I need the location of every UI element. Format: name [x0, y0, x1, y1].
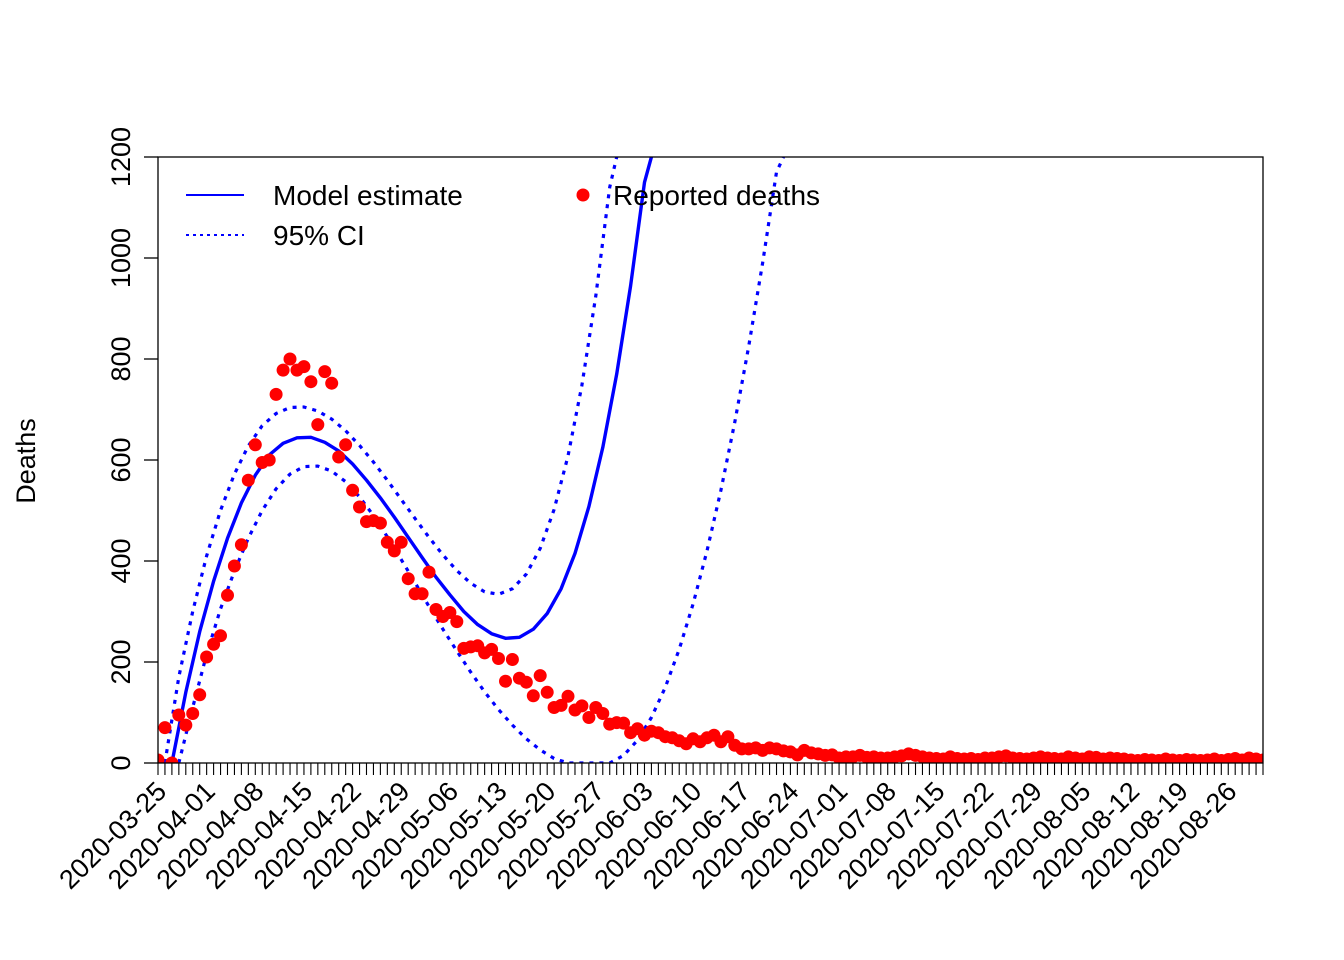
y-tick-label: 800: [106, 336, 136, 381]
reported-death-point: [165, 756, 179, 763]
y-tick-label: 400: [106, 538, 136, 583]
x-axis: 2020-03-252020-04-012020-04-082020-04-15…: [53, 763, 1264, 895]
reported-death-point: [380, 535, 394, 549]
reported-death-point: [172, 708, 186, 722]
legend-label: Reported deaths: [613, 180, 820, 211]
reported-death-point: [332, 450, 346, 464]
reported-death-point: [269, 387, 283, 401]
reported-death-point: [297, 360, 311, 374]
reported-death-point: [353, 500, 366, 514]
series-layer: [158, 157, 1263, 763]
legend-label: Model estimate: [273, 180, 463, 211]
reported-death-point: [283, 352, 297, 366]
reported-death-point: [450, 615, 464, 629]
reported-death-point: [1256, 753, 1263, 763]
reported-death-point: [575, 699, 589, 713]
reported-death-point: [193, 688, 207, 702]
reported-death-point: [200, 650, 214, 664]
reported-death-point: [186, 707, 200, 720]
reported-death-point: [214, 629, 227, 643]
reported-death-point: [499, 674, 512, 688]
reported-death-point: [158, 721, 172, 735]
reported-death-point: [241, 473, 255, 487]
y-axis-label: Deaths: [11, 418, 41, 504]
legend-point-symbol: [576, 188, 590, 202]
reported-death-point: [422, 565, 436, 579]
reported-death-point: [485, 642, 499, 656]
reported-death-point: [318, 365, 332, 379]
ci-lower-line: [177, 157, 785, 763]
reported-death-point: [443, 606, 457, 619]
y-tick-label: 0: [106, 755, 136, 770]
reported-death-point: [276, 363, 290, 377]
reported-death-point: [311, 418, 325, 432]
reported-death-point: [304, 375, 318, 389]
reported-death-point: [248, 438, 262, 452]
reported-death-point: [415, 587, 429, 601]
reported-death-point: [394, 535, 408, 549]
y-tick-label: 1200: [106, 127, 136, 187]
reported-death-point: [179, 718, 193, 732]
reported-death-point: [325, 376, 339, 390]
reported-death-point: [339, 438, 353, 452]
reported-death-point: [401, 572, 415, 586]
legend-label: 95% CI: [273, 220, 365, 251]
reported-death-point: [158, 753, 165, 763]
reported-death-point: [221, 588, 234, 602]
reported-death-point: [346, 483, 360, 497]
y-tick-label: 600: [106, 437, 136, 482]
reported-death-point: [554, 698, 568, 712]
legend: Model estimate 95% CI Reported deaths: [186, 180, 820, 251]
reported-death-point: [262, 453, 276, 467]
y-tick-label: 1000: [106, 228, 136, 288]
reported-death-point: [526, 689, 540, 703]
ci-upper-line: [163, 157, 619, 763]
y-axis: 0 200 400 600 800 1000 1200: [106, 127, 158, 771]
reported-death-point: [234, 538, 248, 552]
reported-death-point: [519, 675, 533, 689]
y-tick-label: 200: [106, 639, 136, 684]
reported-death-point: [540, 685, 554, 699]
reported-death-point: [492, 652, 505, 665]
reported-death-point: [582, 711, 596, 724]
reported-death-point: [227, 559, 241, 573]
reported-death-point: [596, 707, 610, 720]
reported-death-point: [373, 516, 387, 530]
reported-death-point: [561, 689, 575, 703]
reported-death-point: [533, 669, 547, 683]
reported-death-point: [617, 716, 631, 730]
reported-death-point: [505, 653, 519, 666]
